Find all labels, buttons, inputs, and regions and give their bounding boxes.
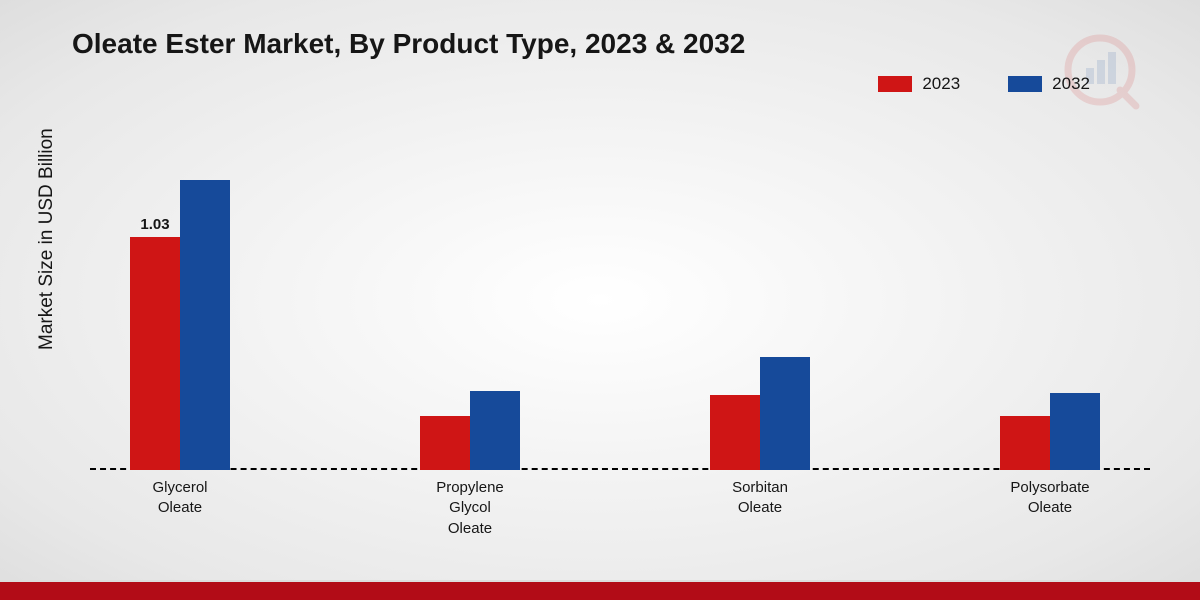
legend-swatch-2023	[878, 76, 912, 92]
legend-item-2023: 2023	[878, 74, 960, 94]
bar-2032-sorbitan	[760, 357, 810, 470]
chart-container: Oleate Ester Market, By Product Type, 20…	[0, 0, 1200, 600]
legend-label-2023: 2023	[922, 74, 960, 94]
bar-2032-polysorbate	[1050, 393, 1100, 470]
x-label-sorbitan: Sorbitan Oleate	[700, 478, 820, 519]
x-axis-baseline	[90, 468, 1150, 470]
footer-bar	[0, 582, 1200, 600]
x-label-glycerol: Glycerol Oleate	[120, 478, 240, 519]
bar-group-polysorbate	[1000, 393, 1100, 470]
y-axis-label: Market Size in USD Billion	[36, 128, 58, 350]
x-label-propylene: Propylene Glycol Oleate	[410, 478, 530, 539]
x-labels-container: Glycerol Oleate Propylene Glycol Oleate So…	[90, 478, 1150, 558]
bar-2023-sorbitan	[710, 395, 760, 470]
bar-2032-propylene	[470, 391, 520, 470]
legend-swatch-2032	[1008, 76, 1042, 92]
plot-area: 1.03	[90, 130, 1150, 470]
bar-group-propylene	[420, 391, 520, 470]
legend-label-2032: 2032	[1052, 74, 1090, 94]
value-label-2023-glycerol: 1.03	[140, 216, 169, 233]
x-label-polysorbate: Polysorbate Oleate	[990, 478, 1110, 519]
bar-2032-glycerol	[180, 180, 230, 470]
legend: 2023 2032	[878, 74, 1090, 94]
bar-2023-polysorbate	[1000, 416, 1050, 470]
bar-2023-glycerol	[130, 237, 180, 470]
watermark-logo	[1060, 30, 1140, 115]
bar-group-sorbitan	[710, 357, 810, 470]
chart-title: Oleate Ester Market, By Product Type, 20…	[72, 28, 745, 60]
bar-2023-propylene	[420, 416, 470, 470]
legend-item-2032: 2032	[1008, 74, 1090, 94]
